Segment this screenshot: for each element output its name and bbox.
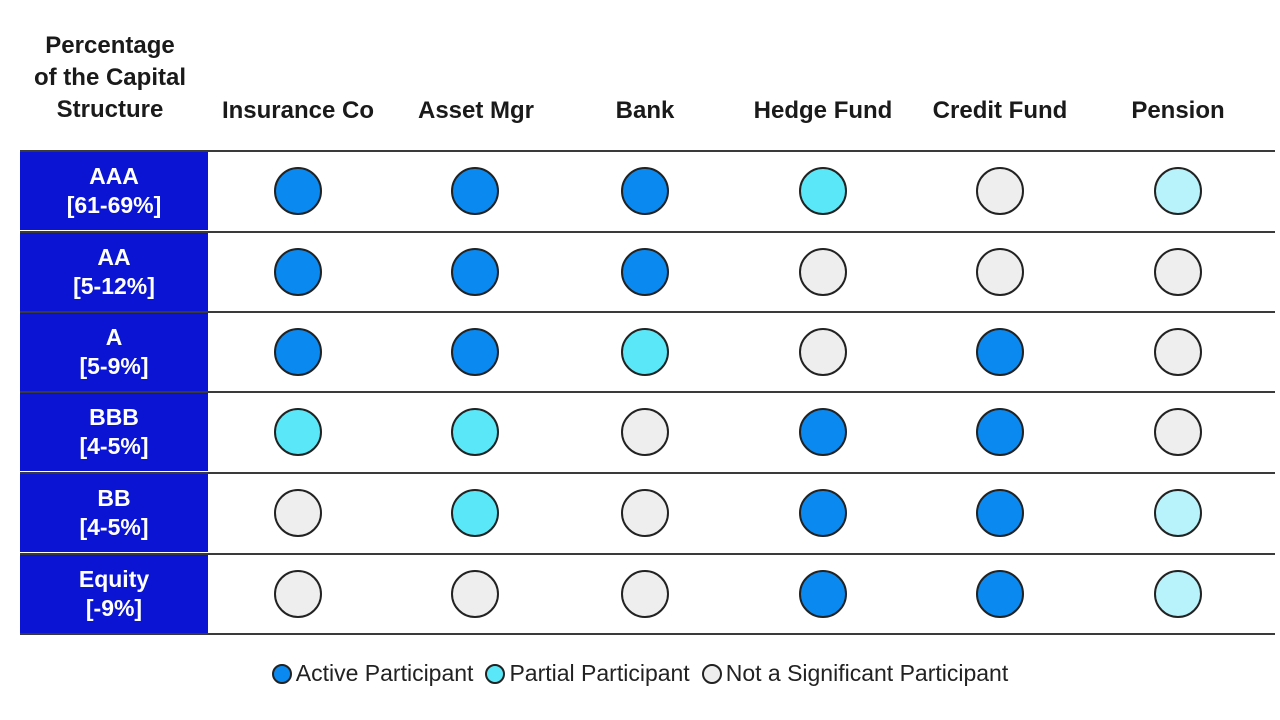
tranche-range: [61-69%] [66,192,162,218]
participation-dot-active [451,248,499,296]
row-divider [20,633,1275,635]
tranche-name: AA [97,244,131,270]
row-label-bb: BB [4-5%] [20,474,208,552]
participation-dot-pension [1154,489,1202,537]
column-header-asset-mgr: Asset Mgr [417,97,535,124]
participation-dot-partial [274,408,322,456]
participation-dot-none [274,489,322,537]
tranche-range: [-9%] [85,595,143,621]
participation-dot-active [274,328,322,376]
participation-dot-active [976,408,1024,456]
row-divider [20,311,1275,313]
participation-dot-none [1154,408,1202,456]
row-divider [20,472,1275,474]
participation-dot-none [621,570,669,618]
row-divider [20,150,1275,152]
participation-dot-none [1154,328,1202,376]
row-label-equity: Equity [-9%] [20,555,208,633]
participation-dot-partial [451,408,499,456]
tranche-range: [5-12%] [73,273,155,299]
tranche-range: [4-5%] [79,433,149,459]
row-label-a: A [5-9%] [20,313,208,391]
partial-participant-dot-icon [485,663,506,684]
legend-item-active: Active Participant [271,660,474,687]
legend: Active Participant Partial Participant N… [0,660,1280,687]
participation-dot-active [274,167,322,215]
tranche-range: [4-5%] [79,514,149,540]
participation-dot-active [799,408,847,456]
participation-dot-none [621,489,669,537]
tranche-name: Equity [78,566,150,592]
legend-label: Partial Participant [509,660,690,686]
participation-dot-active [976,570,1024,618]
participation-dot-none [799,248,847,296]
participation-dot-active [976,489,1024,537]
corner-label-line-1: Percentage [45,32,175,59]
participation-dot-active [799,489,847,537]
participation-dot-active [976,328,1024,376]
row-divider [20,553,1275,555]
participation-dot-none [976,248,1024,296]
column-header-pension: Pension [1131,97,1225,124]
row-divider [20,231,1275,233]
participation-dot-active [621,248,669,296]
tranche-name: BBB [89,404,139,430]
legend-item-none: Not a Significant Participant [701,660,1009,687]
column-header-insurance-co: Insurance Co [221,97,375,124]
tranche-name: AAA [89,163,139,189]
tranche-name: A [105,324,123,350]
capital-structure-header: Percentage of the Capital Structure [20,30,200,126]
tranche-name: BB [97,485,131,511]
participation-dot-pension [1154,570,1202,618]
participation-dot-active [451,328,499,376]
column-header-credit-fund: Credit Fund [932,97,1068,124]
participation-dot-active [274,248,322,296]
participation-dot-partial [621,328,669,376]
corner-label-line-3: Structure [56,96,164,123]
legend-label: Not a Significant Participant [725,660,1009,686]
not-significant-dot-icon [701,663,722,684]
participation-dot-active [621,167,669,215]
row-label-bbb: BBB [4-5%] [20,393,208,471]
participation-dot-none [799,328,847,376]
column-header-bank: Bank [615,97,675,124]
participation-dot-pension [1154,167,1202,215]
participation-dot-none [1154,248,1202,296]
legend-item-partial: Partial Participant [485,660,690,687]
participation-dot-none [451,570,499,618]
active-participant-dot-icon [271,663,292,684]
participation-dot-none [976,167,1024,215]
row-label-aaa: AAA [61-69%] [20,152,208,230]
participation-dot-active [451,167,499,215]
participation-dot-none [621,408,669,456]
participation-dot-partial [799,167,847,215]
participation-dot-active [799,570,847,618]
row-label-aa: AA [5-12%] [20,233,208,311]
participation-dot-none [274,570,322,618]
column-header-hedge-fund: Hedge Fund [753,97,893,124]
corner-label-line-2: of the Capital [33,64,186,91]
row-divider [20,391,1275,393]
tranche-range: [5-9%] [79,353,149,379]
legend-label: Active Participant [295,660,474,686]
participation-dot-partial [451,489,499,537]
